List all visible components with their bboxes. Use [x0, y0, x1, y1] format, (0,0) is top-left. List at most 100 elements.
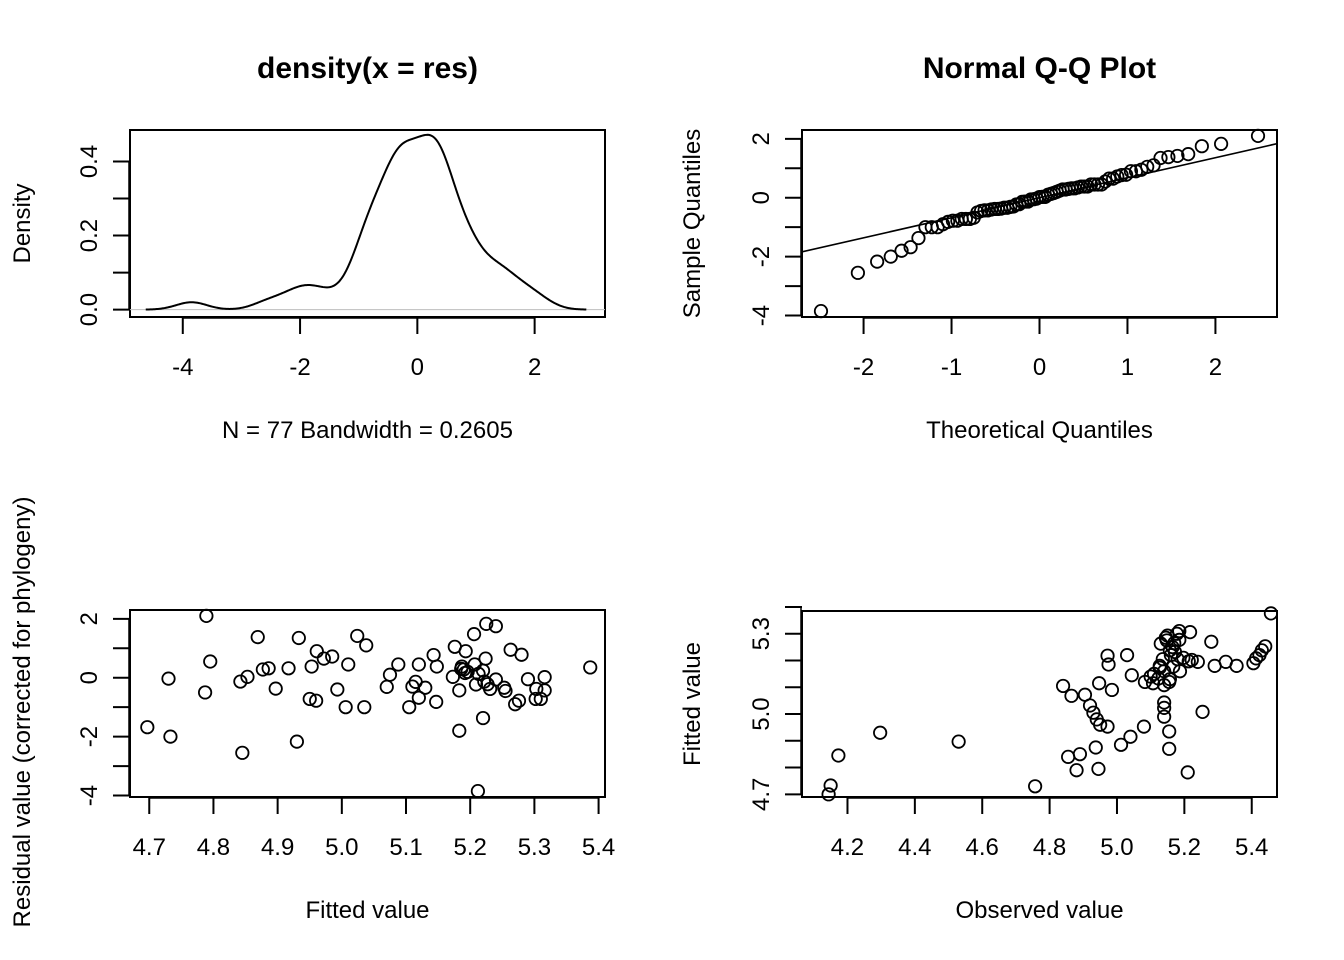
- residual-point: [325, 649, 340, 664]
- qq-point: [1194, 139, 1209, 154]
- residual-point: [161, 671, 176, 686]
- residual-point: [458, 644, 473, 659]
- fitted-observed-point: [1086, 705, 1101, 720]
- x-axis: 4.7 4.8 4.9 5.0 5.1 5.2 5.3 5.4: [133, 797, 615, 861]
- fitted-observed-point: [1182, 625, 1198, 640]
- residual-point: [198, 685, 213, 700]
- qq-point: [1114, 167, 1129, 183]
- residual-point: [309, 644, 324, 659]
- qq-point: [1181, 147, 1196, 162]
- residual-point: [304, 659, 319, 674]
- residual-point: [445, 669, 460, 684]
- residual-point: [330, 682, 345, 697]
- fitted-observed-point: [1172, 623, 1187, 639]
- residual-point: [583, 660, 598, 675]
- x-tick-label: 4.6: [966, 834, 999, 861]
- fitted-observed-panel: 4.2 4.4 4.6 4.8 5.0 5.2 5.4 4.7 5.0 5.3 Observed v…: [679, 605, 1279, 924]
- residual-point: [350, 628, 365, 644]
- residual-point: [537, 683, 552, 698]
- residual-point: [309, 693, 324, 708]
- y-axis: -4 -2 0 2: [76, 612, 130, 806]
- x-tick-label: -4: [172, 354, 193, 381]
- residual-point: [452, 723, 467, 738]
- plot-frame: [801, 129, 1278, 318]
- fitted-observed-point: [1123, 729, 1138, 744]
- qq-point: [911, 230, 926, 246]
- x-tick-label: 5.1: [389, 834, 422, 861]
- qq-point: [1153, 150, 1168, 166]
- qq-point: [850, 265, 865, 280]
- residual-point: [466, 627, 482, 642]
- residual-point: [418, 680, 433, 695]
- fitted-observed-point: [1069, 763, 1084, 778]
- residual-point: [429, 694, 444, 709]
- fitted-observed-point: [1119, 648, 1135, 663]
- residual-point: [477, 674, 492, 689]
- fitted-observed-point: [1088, 740, 1103, 755]
- residual-panel: 4.7 4.8 4.9 5.0 5.1 5.2 5.3 5.4 -4 -2 0 2 Fitted val…: [9, 497, 615, 928]
- residual-point: [411, 657, 426, 672]
- residual-point: [402, 700, 417, 715]
- plot-frame: [801, 610, 1278, 798]
- residual-point: [240, 669, 255, 684]
- x-tick-label: 4.9: [261, 834, 294, 861]
- qq-point: [1161, 149, 1176, 165]
- fitted-observed-point: [1246, 656, 1261, 671]
- residual-point: [235, 745, 250, 760]
- qq-point: [903, 240, 918, 255]
- x-axis-label: Observed value: [955, 897, 1123, 924]
- x-axis-label: Fitted value: [305, 897, 429, 924]
- fitted-observed-point: [1100, 719, 1115, 734]
- fitted-observed-point: [1124, 668, 1139, 683]
- x-tick-label: -2: [853, 354, 874, 381]
- fitted-observed-point: [1091, 761, 1106, 776]
- y-tick-label: -4: [76, 785, 103, 806]
- x-axis: 4.2 4.4 4.6 4.8 5.0 5.2 5.4: [831, 797, 1268, 861]
- qq-point: [1123, 164, 1139, 179]
- residual-point: [478, 651, 493, 666]
- y-tick-label: 5.0: [748, 697, 775, 730]
- y-tick-label: 2: [76, 612, 103, 625]
- qq-point: [1214, 136, 1229, 151]
- residual-point: [341, 657, 356, 672]
- qq-point: [1102, 171, 1117, 186]
- x-tick-label: 0: [411, 354, 424, 381]
- qq-panel: -2 -1 0 1 2 -4 -2 0 2 Normal Q-Q Plot Theoretical …: [679, 52, 1278, 444]
- fitted-observed-point: [1162, 741, 1177, 756]
- fitted-observed-point: [873, 725, 888, 740]
- fitted-observed-point: [1082, 698, 1098, 713]
- fitted-observed-point: [1195, 704, 1210, 719]
- y-tick-label: 0: [748, 191, 775, 204]
- residual-point: [429, 659, 444, 674]
- fitted-observed-point: [1093, 717, 1108, 732]
- residual-point: [533, 691, 548, 707]
- residual-point: [203, 654, 218, 669]
- x-tick-label: 5.0: [325, 834, 358, 861]
- residual-point: [255, 662, 270, 677]
- residual-point: [514, 647, 529, 662]
- residual-point: [379, 679, 394, 694]
- fitted-observed-point: [1263, 606, 1279, 621]
- y-tick-label: 0: [76, 671, 103, 684]
- qq-point: [1250, 128, 1266, 143]
- fitted-observed-point: [823, 778, 838, 793]
- residual-point: [316, 651, 331, 666]
- fitted-observed-point: [1163, 648, 1178, 663]
- y-axis-label: Fitted value: [679, 642, 706, 766]
- y-axis-label: Residual value (corrected for phylogeny): [9, 497, 36, 928]
- fitted-observed-point: [1146, 666, 1162, 681]
- y-axis-label: Density: [9, 183, 36, 263]
- residual-point: [488, 619, 503, 634]
- qq-point: [1098, 174, 1113, 189]
- residual-point: [520, 672, 536, 687]
- fitted-observed-point: [1092, 676, 1107, 691]
- fitted-observed-point: [831, 748, 846, 763]
- x-axis-label: N = 77 Bandwidth = 0.2605: [222, 417, 513, 444]
- y-axis: 4.7 5.0 5.3: [748, 605, 802, 811]
- residual-point: [475, 710, 491, 726]
- fitted-observed-point: [1157, 700, 1172, 715]
- fitted-observed-point: [1061, 749, 1076, 764]
- y-axis: 0.0 0.2 0.4: [76, 145, 130, 326]
- fitted-observed-point: [1143, 669, 1158, 684]
